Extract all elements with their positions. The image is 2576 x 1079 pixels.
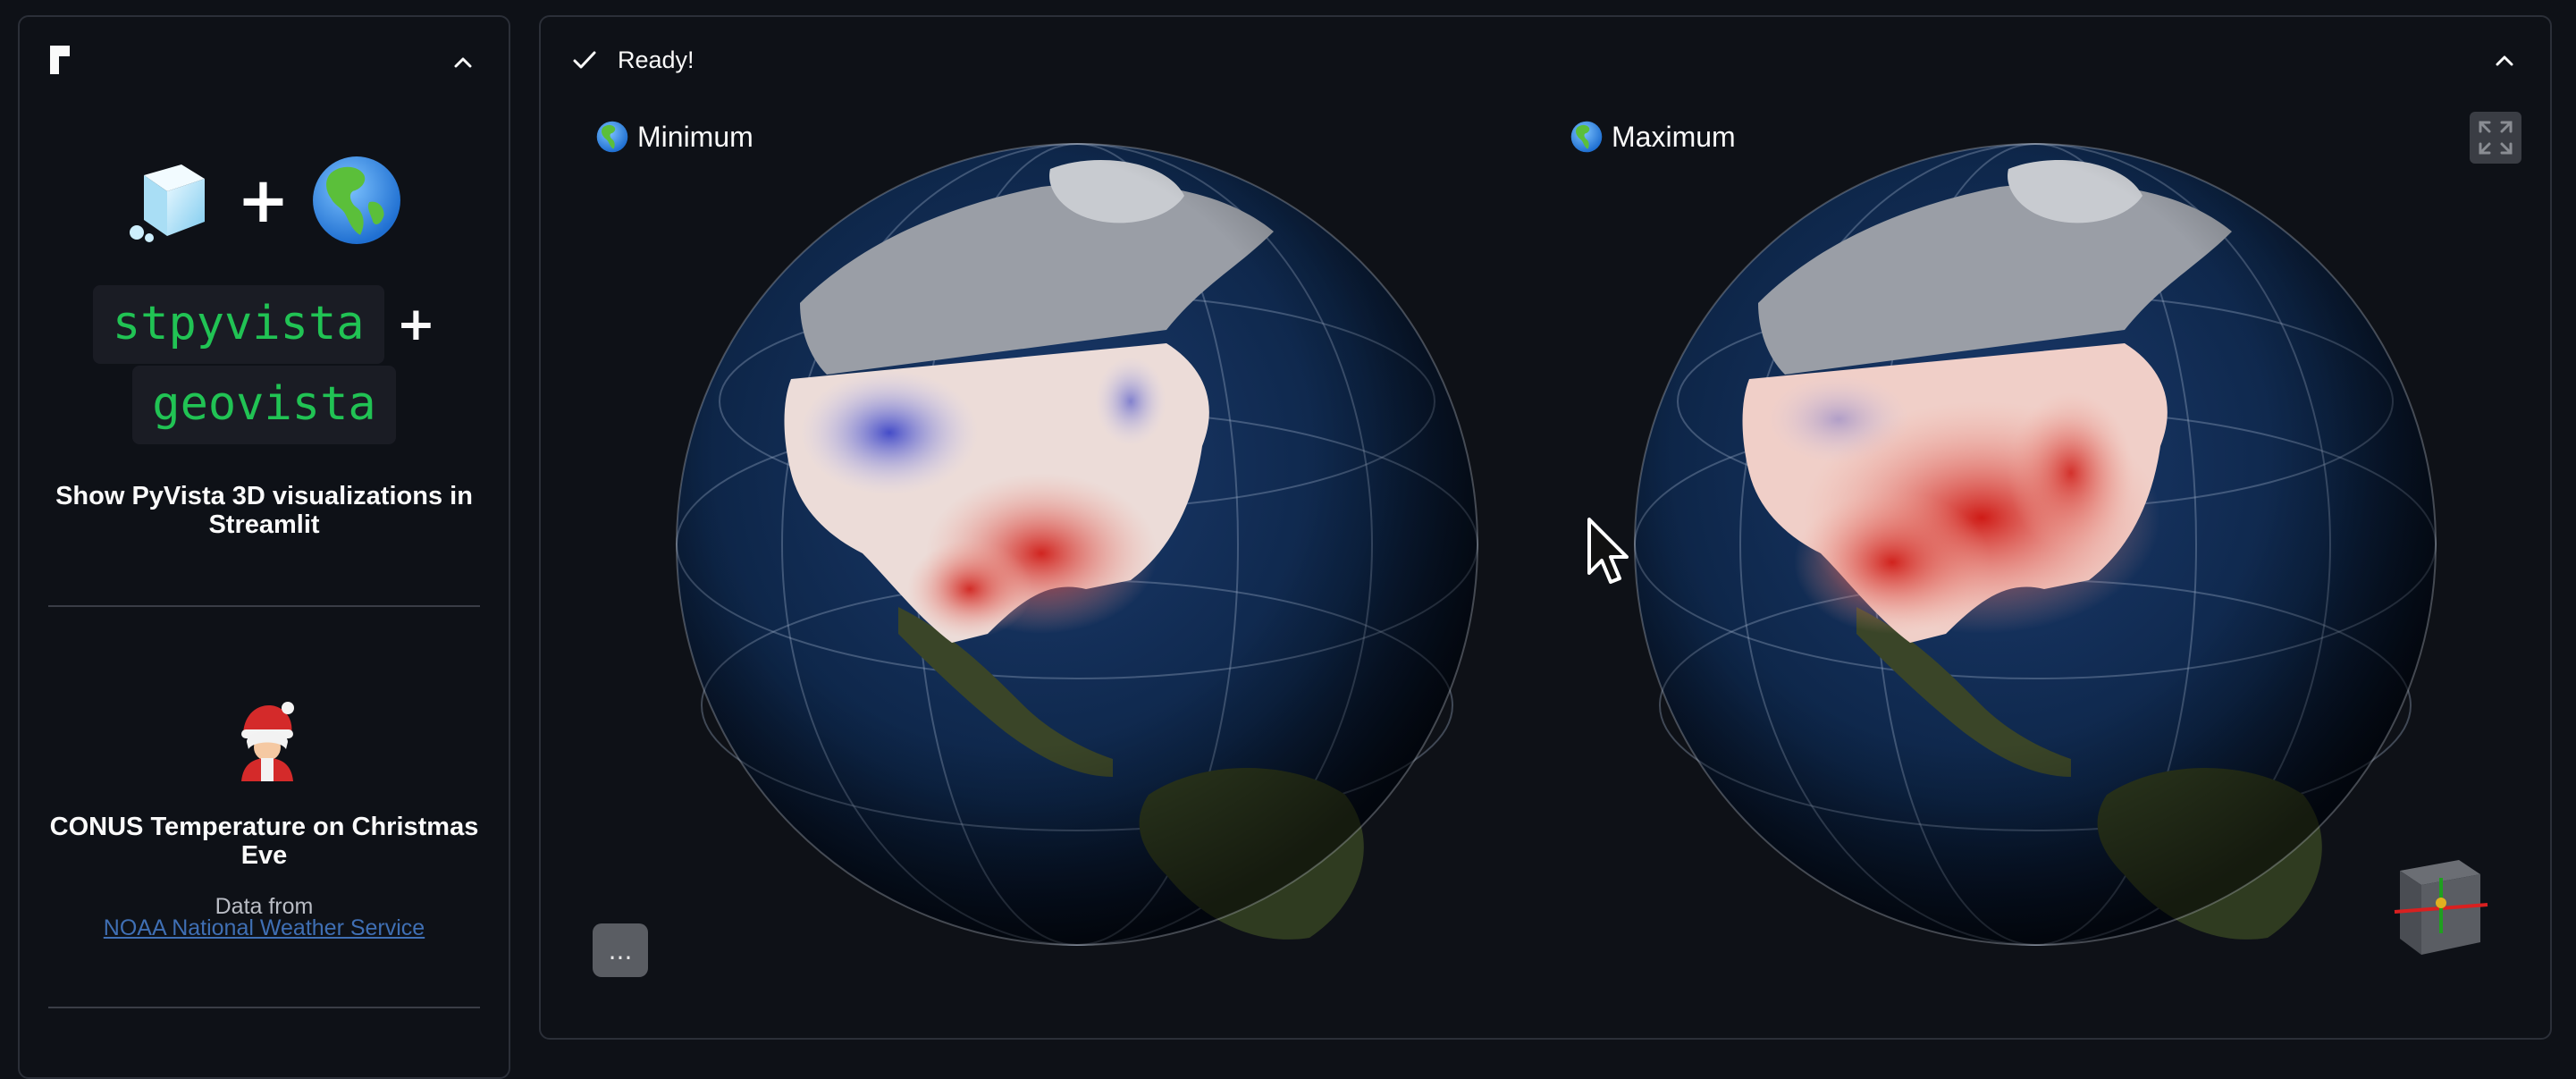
plot-label-text: Minimum	[637, 120, 753, 153]
package-plus: +	[396, 297, 436, 351]
data-source-link[interactable]: NOAA National Weather Service	[103, 915, 425, 940]
hero-banner: +	[20, 142, 509, 258]
hero-plus: +	[237, 164, 290, 237]
package-chip-geovista: geovista	[132, 366, 396, 444]
status-bar: Ready!	[571, 44, 695, 76]
check-icon	[573, 51, 596, 69]
plot-label-text: Maximum	[1612, 120, 1736, 153]
mouse-cursor-icon	[1586, 516, 1632, 587]
orientation-axes-icon	[2387, 844, 2495, 960]
package-row-1: stpyvista +	[20, 285, 509, 364]
ice-cube-icon	[126, 156, 215, 245]
status-text: Ready!	[618, 46, 695, 73]
data-source-label: Data from	[215, 894, 314, 919]
globe-viewport-maximum[interactable]	[1624, 133, 2446, 956]
globe-americas-icon	[596, 121, 628, 153]
chevron-up-icon	[454, 57, 472, 68]
plot-label-minimum: Minimum	[596, 117, 753, 156]
plot-label-maximum: Maximum	[1570, 117, 1736, 156]
mrs-claus-icon	[234, 701, 300, 781]
sidebar-divider	[48, 605, 480, 607]
fullscreen-icon	[2479, 121, 2513, 155]
panel-collapse-button[interactable]	[2491, 47, 2518, 74]
sidebar: + stpyvista + geovista Show PyVista 3D v…	[18, 15, 510, 1079]
sidebar-divider-bottom	[48, 1007, 480, 1008]
app-subtitle: Show PyVista 3D visualizations in Stream…	[55, 482, 473, 539]
main-panel: Ready! Minimum Maximum	[539, 15, 2552, 1040]
globe-viewport-minimum[interactable]	[666, 133, 1488, 956]
globe-americas-icon	[1570, 121, 1603, 153]
sidebar-collapse-button[interactable]	[450, 49, 476, 76]
globe-americas-icon	[311, 155, 402, 246]
streamlit-logo-icon	[50, 46, 70, 74]
package-chip-stpyvista: stpyvista	[92, 285, 384, 364]
section-title: CONUS Temperature on Christmas Eve	[49, 813, 479, 870]
chevron-up-icon	[2496, 55, 2513, 66]
package-row-2: geovista	[20, 366, 509, 444]
plot-menu-button[interactable]: ...	[593, 923, 648, 977]
fullscreen-button[interactable]	[2470, 112, 2521, 164]
